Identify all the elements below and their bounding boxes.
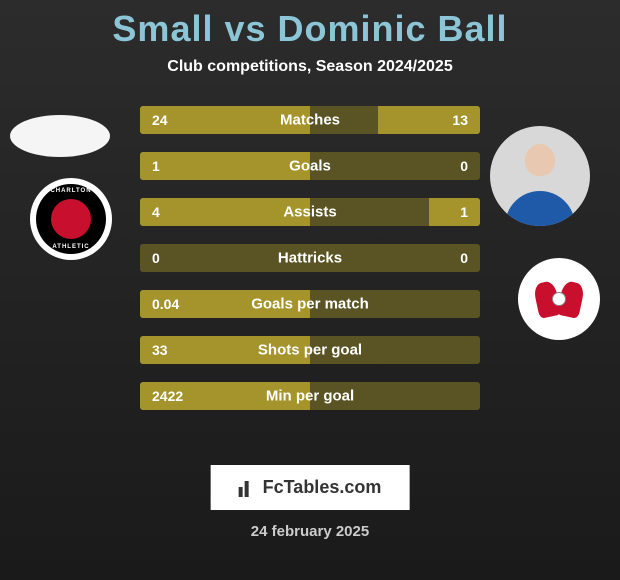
- watermark: FcTables.com: [211, 465, 410, 510]
- value-left: 0.04: [152, 296, 179, 312]
- stat-label: Shots per goal: [258, 342, 362, 359]
- value-left: 33: [152, 342, 168, 358]
- page-title: Small vs Dominic Ball: [0, 0, 620, 50]
- bar-left: [140, 152, 310, 180]
- stat-row: 0 0 Hattricks: [140, 244, 480, 272]
- value-left: 24: [152, 112, 168, 128]
- chart-icon: [239, 479, 257, 497]
- stat-label: Matches: [280, 112, 340, 129]
- stat-label: Assists: [283, 204, 336, 221]
- value-right: 0: [460, 250, 468, 266]
- stat-label: Hattricks: [278, 250, 342, 267]
- watermark-text: FcTables.com: [263, 477, 382, 498]
- comparison-chart: 24 13 Matches 1 0 Goals 4 1 Assists 0 0 Hattricks 0.…: [0, 106, 620, 410]
- bar-right: [429, 198, 480, 226]
- date-label: 24 february 2025: [251, 523, 369, 540]
- value-left: 2422: [152, 388, 183, 404]
- stat-label: Goals per match: [251, 296, 369, 313]
- stat-row: 1 0 Goals: [140, 152, 480, 180]
- subtitle: Club competitions, Season 2024/2025: [0, 58, 620, 76]
- value-left: 0: [152, 250, 160, 266]
- stat-row: 2422 Min per goal: [140, 382, 480, 410]
- stat-label: Goals: [289, 158, 331, 175]
- value-left: 1: [152, 158, 160, 174]
- value-right: 1: [460, 204, 468, 220]
- value-left: 4: [152, 204, 160, 220]
- stat-row: 4 1 Assists: [140, 198, 480, 226]
- value-right: 0: [460, 158, 468, 174]
- stat-label: Min per goal: [266, 388, 354, 405]
- stat-row: 24 13 Matches: [140, 106, 480, 134]
- stat-row: 33 Shots per goal: [140, 336, 480, 364]
- stat-row: 0.04 Goals per match: [140, 290, 480, 318]
- value-right: 13: [452, 112, 468, 128]
